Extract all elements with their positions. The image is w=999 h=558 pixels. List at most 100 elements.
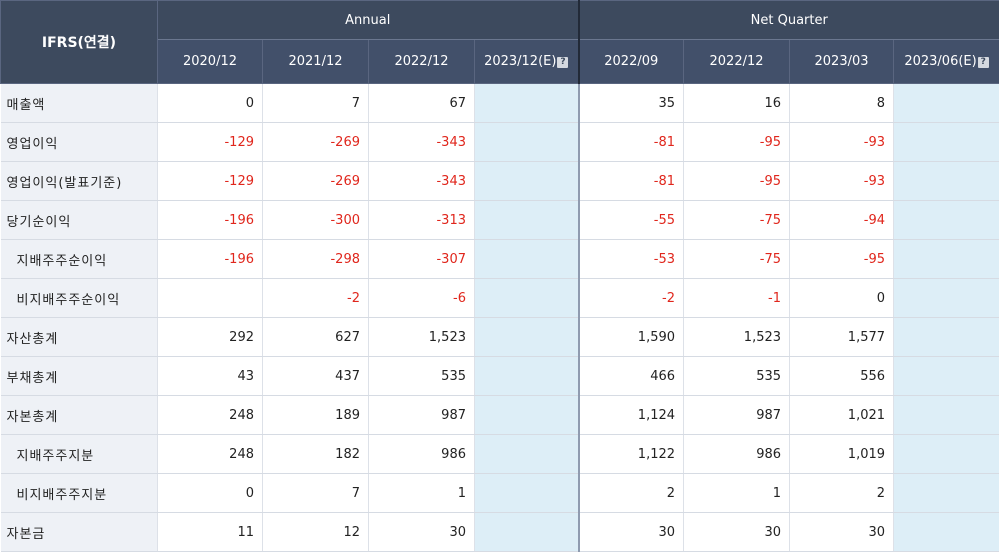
value-cell: 1,021 <box>789 395 894 435</box>
value-cell: 986 <box>368 434 475 474</box>
help-icon[interactable]: ? <box>557 57 569 68</box>
value-cell: 248 <box>157 395 263 435</box>
period-header: 2022/09 <box>577 39 685 84</box>
value-cell: -269 <box>262 161 369 201</box>
row-label[interactable]: 매출액 <box>0 83 158 123</box>
table-row: 자본총계 248 189 987 1,124 987 1,021 <box>0 395 999 435</box>
value-cell: 7 <box>262 83 369 123</box>
help-icon[interactable]: ? <box>977 57 989 68</box>
value-cell: 466 <box>577 356 684 396</box>
estimate-cell <box>473 317 579 357</box>
value-cell: -129 <box>157 122 263 162</box>
row-label[interactable]: 당기순이익 <box>0 200 158 240</box>
estimate-cell <box>893 473 999 513</box>
estimate-cell <box>893 239 999 279</box>
estimate-period-header: 2023/06(E)? <box>893 39 999 84</box>
value-cell: 1,523 <box>368 317 475 357</box>
row-label[interactable]: 영업이익(발표기준) <box>0 161 158 201</box>
value-cell: 1,019 <box>789 434 894 474</box>
value-cell: -75 <box>683 200 790 240</box>
value-cell: 2 <box>789 473 894 513</box>
estimate-cell <box>893 278 999 318</box>
estimate-cell <box>473 83 579 123</box>
value-cell: 182 <box>262 434 369 474</box>
period-header: 2020/12 <box>157 39 263 84</box>
value-cell: 30 <box>577 512 684 552</box>
estimate-cell <box>473 356 579 396</box>
value-cell <box>157 278 263 318</box>
value-cell: 1,523 <box>683 317 790 357</box>
estimate-cell <box>473 161 579 201</box>
table-row: 매출액 0 7 67 35 16 8 <box>0 83 999 123</box>
value-cell: 67 <box>368 83 475 123</box>
value-cell: 30 <box>789 512 894 552</box>
row-label[interactable]: 비지배주주지분 <box>0 473 158 513</box>
row-label[interactable]: 자본금 <box>0 512 158 552</box>
value-cell: 0 <box>157 473 263 513</box>
estimate-cell <box>893 395 999 435</box>
value-cell: -1 <box>683 278 790 318</box>
value-cell: 292 <box>157 317 263 357</box>
value-cell: -75 <box>683 239 790 279</box>
net-quarter-group-header: Net Quarter <box>577 0 999 40</box>
value-cell: -81 <box>577 161 684 201</box>
value-cell: -196 <box>157 200 263 240</box>
row-label[interactable]: 자산총계 <box>0 317 158 357</box>
value-cell: -343 <box>368 122 475 162</box>
estimate-cell <box>893 512 999 552</box>
value-cell: -81 <box>577 122 684 162</box>
value-cell: 556 <box>789 356 894 396</box>
row-label[interactable]: 자본총계 <box>0 395 158 435</box>
estimate-cell <box>473 122 579 162</box>
value-cell: 1 <box>683 473 790 513</box>
estimate-cell <box>893 356 999 396</box>
period-header: 2023/03 <box>789 39 895 84</box>
value-cell: 12 <box>262 512 369 552</box>
value-cell: 189 <box>262 395 369 435</box>
value-cell: -129 <box>157 161 263 201</box>
value-cell: -95 <box>683 122 790 162</box>
table-row: 지배주주순이익 -196 -298 -307 -53 -75 -95 <box>0 239 999 279</box>
estimate-cell <box>473 239 579 279</box>
value-cell: 987 <box>683 395 790 435</box>
estimate-cell <box>893 122 999 162</box>
estimate-cell <box>893 83 999 123</box>
table-row: 비지배주주지분 0 7 1 2 1 2 <box>0 473 999 513</box>
accounting-standard-header: IFRS(연결) <box>0 0 158 84</box>
value-cell: 16 <box>683 83 790 123</box>
value-cell: 437 <box>262 356 369 396</box>
estimate-cell <box>473 512 579 552</box>
row-label[interactable]: 영업이익 <box>0 122 158 162</box>
value-cell: -93 <box>789 122 894 162</box>
table-row: 당기순이익 -196 -300 -313 -55 -75 -94 <box>0 200 999 240</box>
estimate-cell <box>473 395 579 435</box>
estimate-cell <box>473 200 579 240</box>
value-cell: 1,122 <box>577 434 684 474</box>
estimate-cell <box>473 278 579 318</box>
value-cell: 30 <box>683 512 790 552</box>
value-cell: -55 <box>577 200 684 240</box>
period-header-label: 2023/06(E) <box>904 54 977 69</box>
value-cell: -196 <box>157 239 263 279</box>
estimate-cell <box>473 473 579 513</box>
row-label[interactable]: 부채총계 <box>0 356 158 396</box>
table-body: 매출액 0 7 67 35 16 8 영업이익 -129 -269 -343 -81 -95 -93 영업이… <box>0 83 999 552</box>
estimate-cell <box>893 161 999 201</box>
row-label[interactable]: 지배주주순이익 <box>0 239 158 279</box>
table-row: 비지배주주순이익 -2 -6 -2 -1 0 <box>0 278 999 318</box>
period-header: 2021/12 <box>262 39 369 84</box>
table-row: 부채총계 43 437 535 466 535 556 <box>0 356 999 396</box>
value-cell: 0 <box>157 83 263 123</box>
table-row: 자산총계 292 627 1,523 1,590 1,523 1,577 <box>0 317 999 357</box>
value-cell: -93 <box>789 161 894 201</box>
value-cell: 535 <box>368 356 475 396</box>
value-cell: 0 <box>789 278 894 318</box>
period-header-label: 2023/12(E) <box>484 54 557 69</box>
value-cell: 987 <box>368 395 475 435</box>
row-label[interactable]: 비지배주주순이익 <box>0 278 158 318</box>
estimate-cell <box>473 434 579 474</box>
value-cell: 986 <box>683 434 790 474</box>
row-label[interactable]: 지배주주지분 <box>0 434 158 474</box>
value-cell: 35 <box>577 83 684 123</box>
value-cell: -2 <box>577 278 684 318</box>
